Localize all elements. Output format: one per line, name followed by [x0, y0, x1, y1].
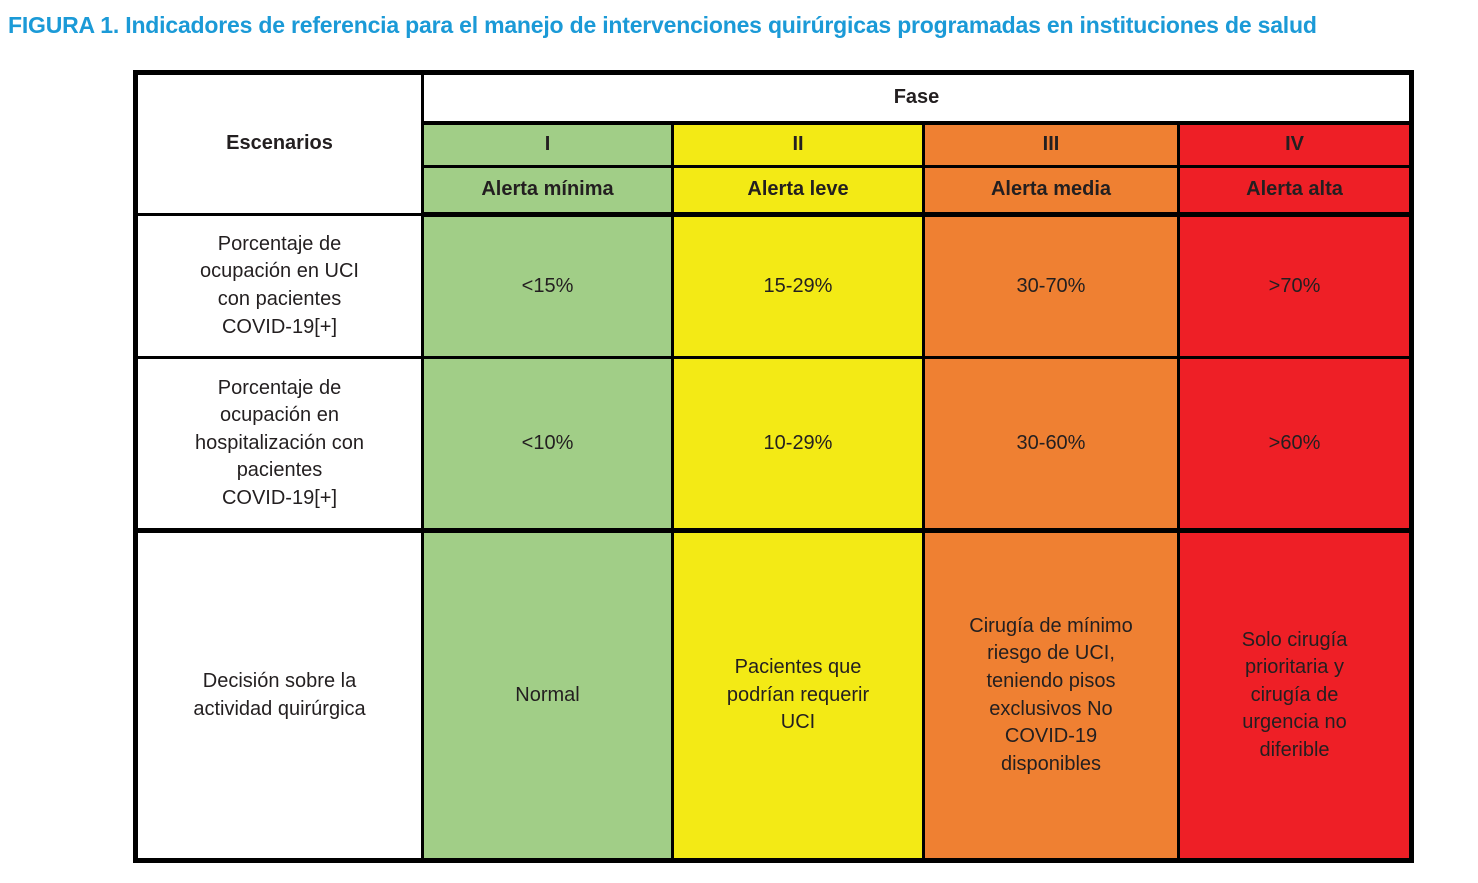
- hospitalization-occupancy-row: Porcentaje de ocupación en hospitalizaci…: [134, 356, 1414, 533]
- uci-occupancy-phase-2-cell: 15-29%: [671, 213, 925, 359]
- surgical-decision-phase-4-cell: Solo cirugía prioritaria y cirugía de ur…: [1176, 529, 1414, 862]
- uci-occupancy-row: Porcentaje de ocupación en UCI con pacie…: [134, 213, 1414, 359]
- alert-level-row: Alerta mínima Alerta leve Alerta media A…: [136, 165, 1414, 217]
- phase-matrix-table: Escenarios Fase I II III IV Alerta mínim…: [133, 70, 1415, 863]
- alert-level-4: Alerta alta: [1176, 165, 1414, 217]
- uci-occupancy-phase-3-cell: 30-70%: [922, 213, 1180, 359]
- surgical-decision-phase-3-cell: Cirugía de mínimo riesgo de UCI, teniend…: [922, 529, 1180, 862]
- phase-numeral-2: II: [671, 120, 925, 168]
- phase-numeral-1: I: [421, 120, 674, 168]
- fase-header: Fase: [420, 71, 1414, 124]
- row-label-hospitalization-occupancy: Porcentaje de ocupación en hospitalizaci…: [134, 356, 424, 533]
- uci-occupancy-phase-1-cell: <15%: [421, 213, 674, 359]
- hospitalization-phase-4-cell: >60%: [1176, 356, 1414, 533]
- alert-level-1: Alerta mínima: [421, 165, 674, 217]
- row-label-uci-occupancy: Porcentaje de ocupación en UCI con pacie…: [134, 213, 424, 359]
- fase-header-row: Escenarios Fase: [134, 71, 1414, 216]
- hospitalization-phase-3-cell: 30-60%: [922, 356, 1180, 533]
- surgical-decision-phase-1-cell: Normal: [421, 529, 674, 862]
- surgical-decision-phase-2-cell: Pacientes que podrían requerir UCI: [671, 529, 925, 862]
- escenarios-header: Escenarios: [134, 71, 424, 216]
- phase-numeral-3: III: [922, 120, 1180, 168]
- hospitalization-phase-2-cell: 10-29%: [671, 356, 925, 533]
- hospitalization-phase-1-cell: <10%: [421, 356, 674, 533]
- phase-numeral-4: IV: [1176, 120, 1414, 168]
- alert-level-2: Alerta leve: [671, 165, 925, 217]
- surgical-decision-row: Decisión sobre la actividad quirúrgica N…: [134, 529, 1414, 862]
- row-label-surgical-decision: Decisión sobre la actividad quirúrgica: [134, 529, 424, 862]
- figure-caption: FIGURA 1. Indicadores de referencia para…: [8, 12, 1317, 38]
- phase-numeral-row: I II III IV: [136, 120, 1414, 168]
- uci-occupancy-phase-4-cell: >70%: [1176, 213, 1414, 359]
- alert-level-3: Alerta media: [922, 165, 1180, 217]
